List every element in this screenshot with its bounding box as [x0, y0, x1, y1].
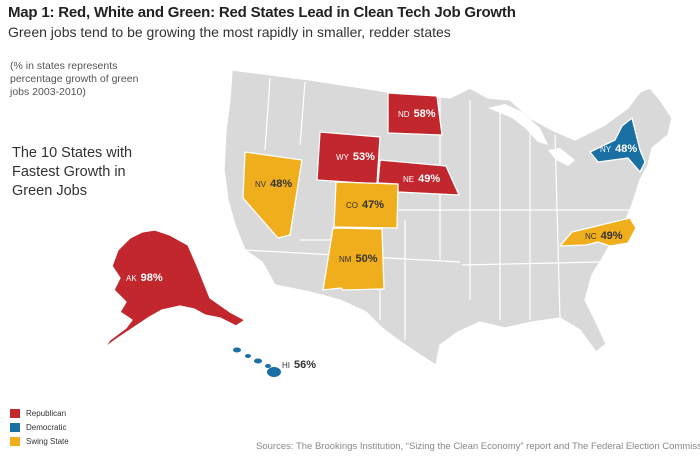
state-nc[interactable] — [559, 217, 637, 247]
legend-swatch-swing — [10, 437, 20, 446]
state-ak[interactable] — [103, 229, 246, 349]
label-ne: NE 49% — [403, 173, 440, 185]
legend-item-republican: Republican — [10, 407, 69, 420]
state-ny[interactable] — [589, 117, 646, 173]
label-co: CO 47% — [346, 199, 384, 211]
state-nm[interactable] — [322, 227, 385, 291]
label-ny: NY 48% — [600, 143, 637, 155]
state-labels: AK 98% ND 58% HI 56% WY 53% NM 50% NE 49% NC 49… — [126, 108, 637, 371]
legend-item-democratic: Democratic — [10, 421, 69, 434]
legend-label: Democratic — [26, 423, 67, 432]
legend-swatch-republican — [10, 409, 20, 418]
label-nv: NV 48% — [255, 178, 292, 190]
great-lakes — [488, 104, 575, 166]
legend-item-swing: Swing State — [10, 435, 69, 448]
map-title: Map 1: Red, White and Green: Red States … — [8, 4, 516, 21]
label-nd: ND 58% — [398, 108, 436, 120]
label-nm: NM 50% — [339, 253, 378, 265]
label-wy: WY 53% — [336, 151, 375, 163]
legend: Republican Democratic Swing State — [10, 407, 69, 449]
map-subtitle: Green jobs tend to be growing the most r… — [8, 24, 451, 40]
state-hi[interactable] — [233, 347, 281, 378]
top-ten-heading: The 10 States with Fastest Growth in Gre… — [12, 145, 133, 199]
label-nc: NC 49% — [585, 230, 623, 242]
legend-swatch-democratic — [10, 423, 20, 432]
state-co[interactable] — [333, 181, 399, 229]
percentage-note: (% in states represents percentage growt… — [10, 60, 139, 98]
legend-label: Swing State — [26, 437, 69, 446]
state-nd[interactable] — [387, 92, 443, 136]
legend-label: Republican — [26, 409, 67, 418]
state-nv[interactable] — [242, 151, 303, 239]
source-note: Sources: The Brookings Institution, “Siz… — [256, 441, 700, 452]
label-ak: AK 98% — [126, 272, 163, 284]
state-ne[interactable] — [377, 159, 460, 196]
label-hi: HI 56% — [282, 359, 316, 371]
